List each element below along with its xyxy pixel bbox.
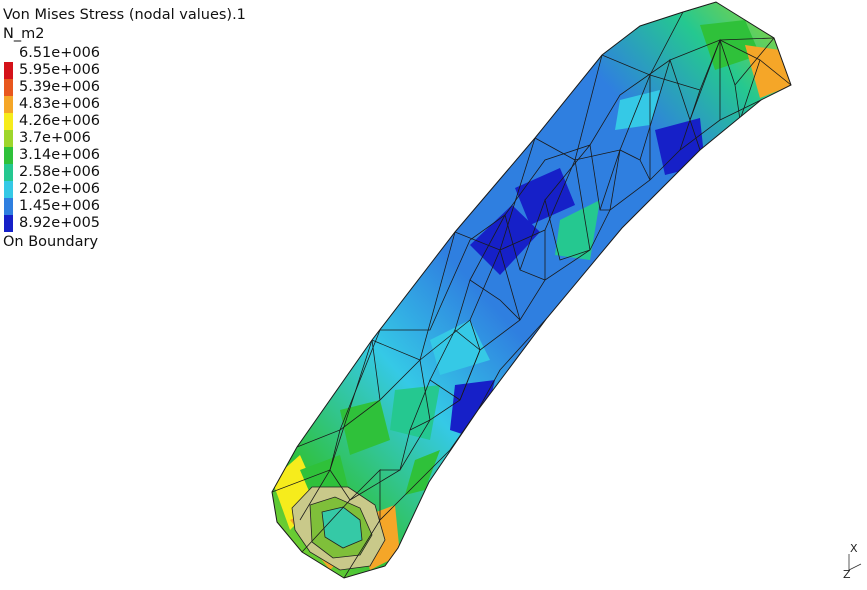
stress-legend: Von Mises Stress (nodal values).1 N_m2 6… [3, 6, 246, 251]
scale-row: 6.51e+006 [3, 45, 246, 62]
scale-row: 3.14e+006 [3, 147, 246, 164]
result-unit: N_m2 [3, 26, 45, 42]
scale-row: 4.83e+006 [3, 96, 246, 113]
scale-row: 4.26e+006 [3, 113, 246, 130]
scale-swatch [4, 164, 13, 181]
axis-label-z: Z [843, 568, 851, 580]
scale-label: 2.58e+006 [19, 164, 101, 180]
scale-label: 1.45e+006 [19, 198, 101, 214]
scale-row: 2.02e+006 [3, 181, 246, 198]
scale-swatch [4, 215, 13, 232]
scale-label: 5.95e+006 [19, 62, 101, 78]
axis-triad: X Z [843, 540, 865, 581]
scale-label: 4.26e+006 [19, 113, 101, 129]
scale-label: 3.14e+006 [19, 147, 101, 163]
scale-label: 6.51e+006 [19, 45, 101, 61]
scale-row: 1.45e+006 [3, 198, 246, 215]
scale-row: 5.39e+006 [3, 79, 246, 96]
scale-swatch [4, 96, 13, 113]
scale-swatch [4, 198, 13, 215]
color-scale: 6.51e+006 5.95e+006 5.39e+006 4.83e+006 … [3, 45, 246, 232]
result-title: Von Mises Stress (nodal values).1 [3, 7, 246, 23]
tube-mesh [271, 1, 792, 579]
scale-row: 8.92e+005 [3, 215, 246, 232]
scale-label: 3.7e+006 [19, 130, 91, 146]
boundary-note: On Boundary [3, 234, 99, 250]
scale-swatch [4, 62, 13, 79]
scale-label: 2.02e+006 [19, 181, 101, 197]
axis-label-x: X [850, 542, 858, 555]
scale-swatch [4, 147, 13, 164]
scale-row: 5.95e+006 [3, 62, 246, 79]
scale-row: 3.7e+006 [3, 130, 246, 147]
scale-swatch [4, 79, 13, 96]
scale-swatch [4, 181, 13, 198]
scale-label: 5.39e+006 [19, 79, 101, 95]
scale-label: 8.92e+005 [19, 215, 101, 231]
scale-row: 2.58e+006 [3, 164, 246, 181]
scale-swatch [4, 113, 13, 130]
scale-label: 4.83e+006 [19, 96, 101, 112]
scale-swatch [4, 130, 13, 147]
